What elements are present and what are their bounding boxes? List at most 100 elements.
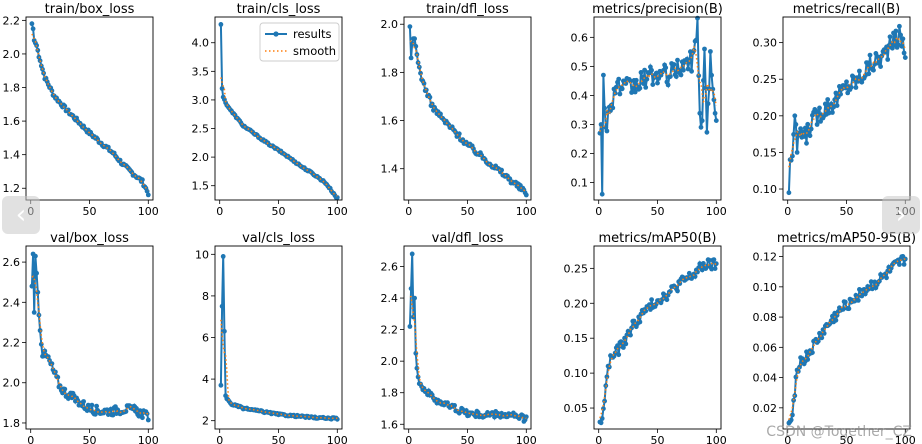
results-point (701, 78, 706, 83)
results-point (616, 352, 622, 358)
chart-title: val/box_loss (50, 231, 129, 246)
y-tick-label: 0.25 (753, 73, 778, 86)
previous-image-button[interactable]: ‹ (2, 196, 40, 234)
chart-metrics_map50_95: metrics/mAP50-95(B) 0 50 100 0.02 0.04 0.06 0.0… (753, 231, 917, 444)
results-point (695, 15, 700, 21)
x-tick-label: 50 (83, 434, 97, 444)
results-point (808, 126, 814, 132)
results-point (220, 254, 226, 259)
results-point (219, 303, 225, 309)
chevron-right-icon: › (895, 200, 907, 230)
results-point (893, 28, 899, 34)
y-tick-label: 10 (195, 248, 209, 261)
y-tick-label: 2.2 (3, 337, 21, 350)
chart-val_box_loss: val/box_loss 0 50 100 1.8 2.0 2.2 2.4 2.6 (3, 231, 159, 444)
results-point (845, 90, 851, 96)
results-point (887, 34, 893, 40)
results-point (85, 402, 91, 408)
y-tick-label: 3.0 (192, 94, 210, 107)
results-point (665, 82, 671, 88)
y-tick-label: 2.6 (381, 261, 399, 274)
results-point (602, 398, 607, 404)
y-tick-label: 2.5 (192, 123, 210, 136)
results-point (695, 269, 700, 275)
results-point (473, 414, 479, 420)
y-tick-label: 0.05 (564, 402, 589, 415)
x-tick-label: 50 (840, 205, 854, 218)
results-point (650, 82, 656, 87)
results-point (632, 89, 638, 95)
x-tick-label: 50 (272, 205, 286, 218)
results-point (649, 67, 654, 73)
results-point (145, 417, 151, 423)
results-point (89, 402, 95, 408)
results-point (671, 62, 677, 67)
results-point (49, 361, 55, 366)
y-tick-label: 1.2 (3, 182, 21, 195)
axes-frame (25, 245, 154, 430)
y-tick-label: 2.4 (381, 292, 399, 305)
y-tick-label: 0.06 (753, 341, 778, 354)
y-tick-label: 8 (202, 290, 209, 303)
results-point (663, 65, 669, 71)
results-point (31, 310, 37, 315)
x-tick-label: 50 (461, 205, 475, 218)
chart-metrics_map50: metrics/mAP50(B) 0 50 100 0.05 0.10 0.15 0.20 0.… (564, 231, 727, 444)
results-point (813, 108, 819, 114)
results-point (818, 119, 823, 124)
chart-val_dfl_loss: val/dfl_loss 0 50 100 1.6 1.8 2.0 2.2 2.4 2.6 (381, 231, 537, 444)
results-point (897, 262, 902, 267)
results-point (855, 298, 861, 303)
y-tick-label: 0.02 (753, 402, 778, 415)
results-point (408, 286, 414, 291)
results-point (885, 57, 891, 62)
results-point (140, 415, 145, 421)
smooth-line (788, 258, 906, 421)
results-point (879, 53, 885, 59)
results-point (675, 57, 680, 63)
results-point (805, 121, 811, 127)
x-tick-label: 0 (784, 434, 791, 444)
y-tick-label: 0.04 (753, 372, 778, 385)
x-tick-label: 100 (327, 205, 348, 218)
results-point (598, 420, 604, 426)
results-point (649, 297, 654, 302)
y-tick-label: 2.0 (381, 355, 399, 368)
results-point (409, 41, 415, 46)
results-point (696, 73, 702, 79)
results-point (408, 55, 414, 61)
y-tick-label: 1.8 (3, 82, 21, 95)
results-point (853, 85, 859, 90)
x-tick-label: 100 (327, 434, 348, 444)
results-point (222, 328, 227, 334)
y-tick-label: 2.0 (3, 48, 21, 61)
x-tick-label: 50 (840, 434, 854, 444)
results-point (817, 105, 822, 111)
results-point (901, 262, 907, 267)
results-point (798, 126, 803, 131)
axes-frame (214, 245, 343, 430)
results-point (848, 84, 854, 90)
results-point (641, 81, 646, 86)
results-point (786, 190, 792, 196)
results-point (409, 251, 415, 257)
next-image-button[interactable]: › (882, 196, 920, 234)
results-point (791, 132, 796, 137)
results-point (709, 266, 714, 272)
results-point (689, 68, 694, 74)
results-point (642, 67, 647, 73)
smooth-line (409, 40, 527, 193)
results-point (866, 71, 872, 77)
results-point (704, 129, 710, 135)
results-point (833, 90, 839, 96)
results-point (664, 297, 670, 303)
results-point (601, 72, 606, 78)
results-point (807, 133, 813, 139)
results-point (712, 266, 718, 271)
results-line (599, 258, 718, 425)
y-tick-label: 2 (202, 415, 209, 428)
smooth-line (31, 33, 149, 191)
results-point (833, 317, 839, 323)
